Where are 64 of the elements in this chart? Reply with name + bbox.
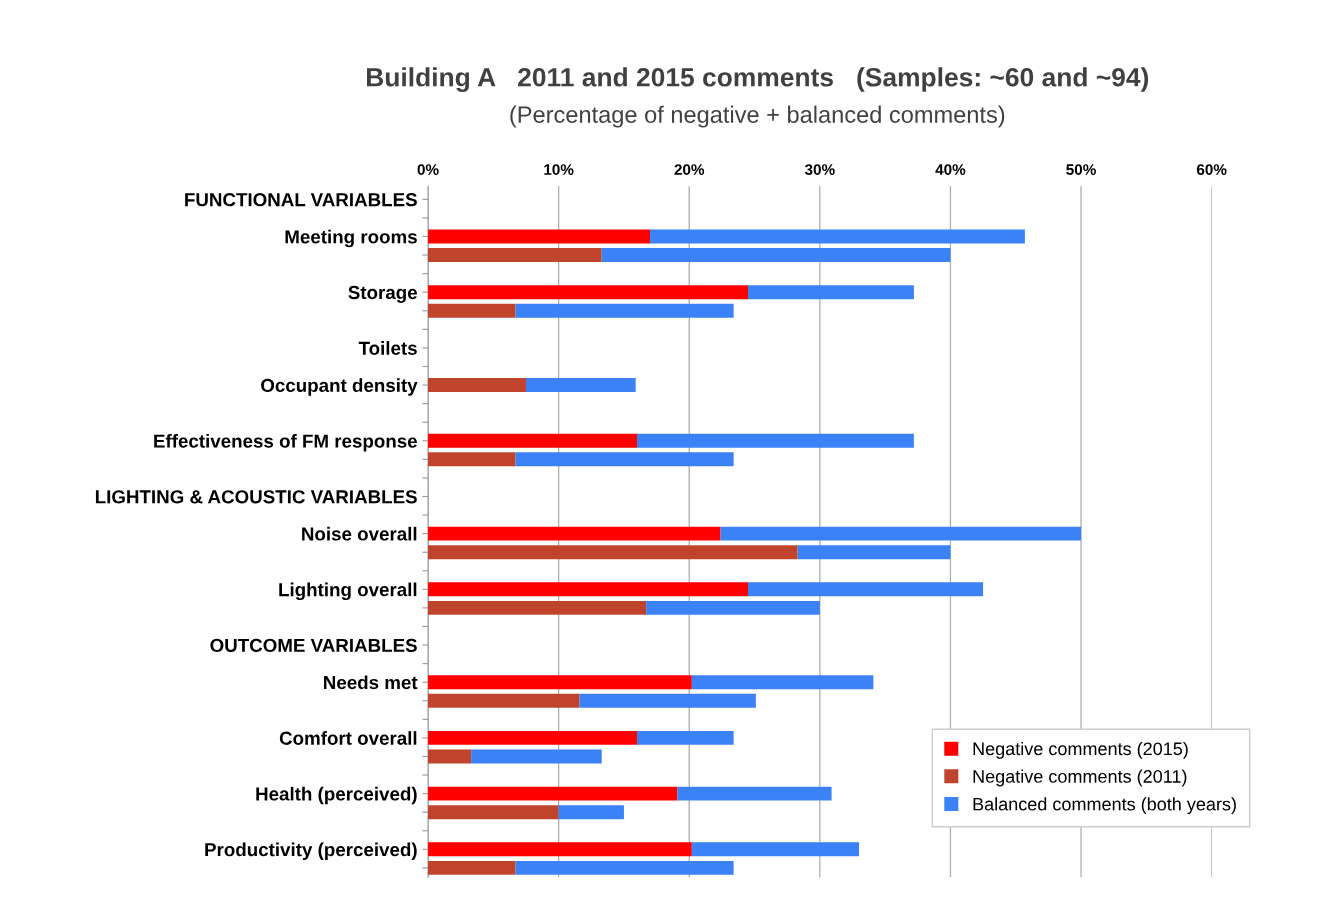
bar (428, 285, 748, 300)
bar (748, 582, 984, 597)
bar (428, 600, 647, 615)
bar (515, 303, 734, 318)
bar (797, 545, 951, 560)
x-tick-label: 30% (804, 164, 835, 176)
bar (525, 378, 636, 393)
bar (428, 452, 516, 467)
y-tick-label: Productivity (perceived) (205, 842, 417, 861)
y-tick-label: FUNCTIONAL VARIABLES (185, 193, 417, 207)
bar (691, 842, 860, 857)
bar (428, 693, 580, 708)
bar (636, 433, 914, 448)
bar (677, 786, 832, 801)
x-tick-label: 10% (544, 164, 574, 175)
bar (428, 842, 692, 857)
bar (636, 730, 734, 745)
bar (650, 229, 1025, 244)
legend-label: Balanced comments (both years) (973, 797, 1236, 815)
x-tick-label: 50% (1066, 164, 1096, 175)
bar (428, 248, 602, 263)
chart-subtitle: (Percentage of negative + balanced comments) (510, 105, 1005, 128)
bar (515, 860, 734, 875)
y-tick-label: LIGHTING & ACOUSTIC VARIABLES (95, 490, 417, 504)
bar (720, 526, 1082, 541)
x-tick-label: 60% (1196, 164, 1227, 175)
y-tick-label: Needs met (324, 675, 418, 690)
bar (601, 248, 951, 263)
bar (428, 229, 651, 244)
chart-title: Building A 2011 and 2015 comments (Samples: ~60 and ~94) (367, 67, 1149, 92)
y-tick-label: Toilets (358, 341, 417, 355)
bar (428, 786, 678, 801)
bar (428, 675, 692, 690)
bar (428, 433, 637, 448)
x-tick-label: 0% (417, 164, 439, 175)
bar (428, 303, 516, 318)
bar (646, 600, 820, 615)
bar (428, 749, 472, 764)
bar (428, 730, 637, 745)
y-tick-label: Noise overall (302, 526, 417, 541)
bar (428, 805, 559, 820)
legend-label: Negative comments (2015) (973, 741, 1188, 759)
bar (558, 805, 624, 820)
bar (428, 378, 526, 393)
legend-label: Negative comments (2011) (973, 769, 1187, 787)
bar (579, 693, 756, 708)
bar (691, 675, 874, 690)
y-tick-label: Lighting overall (279, 582, 417, 601)
bar (428, 545, 798, 560)
y-tick-label: Occupant density (261, 378, 418, 396)
y-tick-label: Effectiveness of FM response (154, 433, 417, 452)
bar (428, 860, 516, 875)
y-tick-label: Comfort overall (279, 731, 417, 745)
x-tick-label: 40% (935, 164, 966, 175)
bar (515, 452, 734, 467)
y-tick-label: Health (perceived) (256, 786, 417, 805)
bar (428, 526, 721, 541)
bar (471, 749, 602, 764)
y-tick-label: Storage (348, 285, 417, 303)
y-tick-label: Meeting rooms (285, 229, 417, 248)
bar (748, 285, 914, 300)
bar (428, 582, 748, 597)
x-tick-label: 20% (674, 164, 705, 175)
y-tick-label: OUTCOME VARIABLES (210, 638, 417, 653)
